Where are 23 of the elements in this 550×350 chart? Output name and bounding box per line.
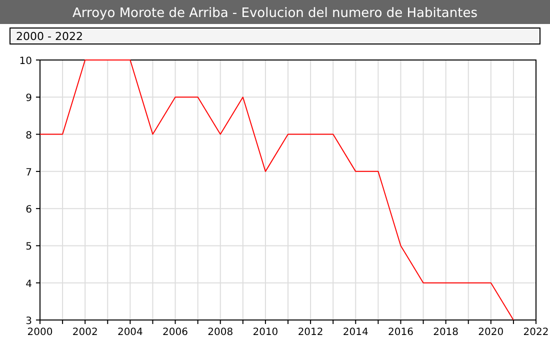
x-tick-label: 2022 [523, 327, 549, 338]
y-tick-label: 3 [26, 316, 32, 327]
x-tick-label: 2018 [433, 327, 459, 338]
chart-title: Arroyo Morote de Arriba - Evolucion del numero de Habitantes [72, 6, 478, 21]
y-tick-label: 10 [19, 56, 32, 67]
x-tick-label: 2002 [72, 327, 98, 338]
y-tick-label: 5 [26, 242, 32, 253]
x-tick-label: 2010 [252, 327, 278, 338]
y-tick-label: 8 [26, 130, 32, 142]
y-tick-label: 4 [26, 278, 32, 290]
x-tick-label: 2016 [388, 327, 414, 338]
line-series [40, 60, 514, 320]
x-tick-label: 2008 [208, 327, 234, 338]
x-tick-label: 2014 [342, 327, 368, 338]
text: 2000 - 2022 [16, 30, 83, 43]
x-tick-label: 2006 [162, 327, 188, 338]
x-tick-label: 2012 [298, 327, 324, 338]
x-tick-label: 2020 [478, 327, 504, 338]
x-tick-label: 2004 [117, 327, 143, 338]
y-tick-label: 7 [26, 167, 32, 178]
y-tick-label: 9 [26, 93, 32, 104]
x-tick-label: 2000 [27, 327, 53, 338]
y-tick-label: 6 [26, 204, 32, 216]
